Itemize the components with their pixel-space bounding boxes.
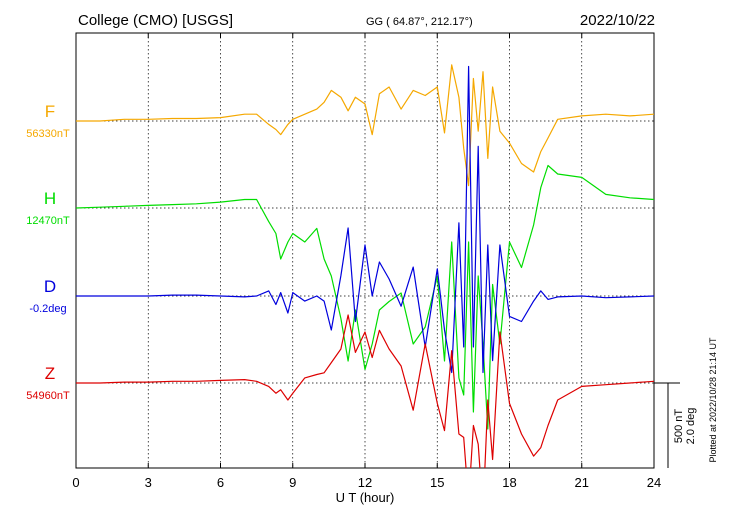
series-baseline-F: 56330nT [26,128,70,140]
x-tick-label: 12 [358,475,372,490]
x-tick-label: 21 [575,475,589,490]
series-line-D [76,65,654,374]
series-baseline-D: -0.2deg [29,303,66,315]
series-name-Z: Z [45,364,55,383]
x-ticks: 0 3 6 9 12 15 18 21 24 [72,33,661,490]
date-label: 2022/10/22 [580,12,655,29]
series-baseline-H: 12470nT [26,215,70,227]
series-line-F [76,64,654,187]
x-tick-label: 3 [145,475,152,490]
x-axis-label: U T (hour) [336,490,395,505]
x-tick-label: 15 [430,475,444,490]
series-line-H [76,164,654,430]
series-name-D: D [44,277,56,296]
x-tick-label: 18 [502,475,516,490]
series-labels: F 56330nT H 12470nT D -0.2deg Z 54960nT [26,102,70,402]
scale-bar-nt-label: 500 nT [673,409,685,444]
station-title: College (CMO) [USGS] [78,12,233,29]
x-tick-label: 6 [217,475,224,490]
x-tick-label: 24 [647,475,661,490]
scale-bar-deg-label: 2.0 deg [685,408,697,445]
series-lines [76,64,654,468]
series-baseline-Z: 54960nT [26,390,70,402]
coordinates-label: GG ( 64.87°, 212.17°) [366,16,473,28]
grid [76,33,654,468]
x-tick-label: 9 [289,475,296,490]
scale-bar: 500 nT 2.0 deg [654,382,697,468]
plotted-timestamp: Plotted at 2022/10/28 21:14 UT [708,337,718,463]
series-line-Z [76,314,654,468]
x-tick-label: 0 [72,475,79,490]
series-name-H: H [44,189,56,208]
series-name-F: F [45,102,55,121]
